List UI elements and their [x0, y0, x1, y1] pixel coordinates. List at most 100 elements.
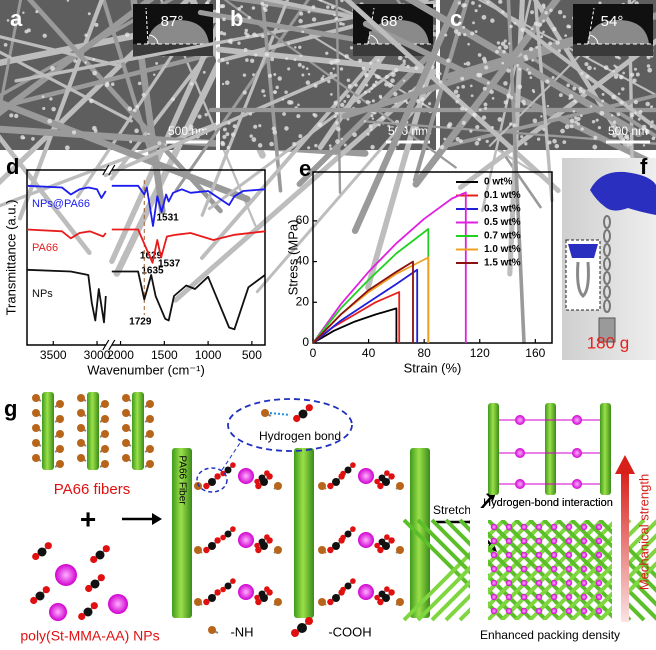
fiber — [545, 403, 556, 495]
oxygen — [97, 574, 105, 582]
carbon — [378, 538, 386, 546]
particle — [287, 42, 290, 45]
particle — [393, 91, 398, 97]
schematic-text: Hydrogen-bond interaction — [483, 497, 613, 509]
panel-label: a — [10, 6, 23, 31]
particle — [438, 80, 443, 84]
particle — [463, 32, 467, 37]
fiber — [343, 0, 561, 193]
fiber — [42, 392, 54, 470]
carbon — [344, 582, 352, 590]
particle — [307, 10, 311, 14]
nanoparticle — [565, 607, 573, 615]
particle — [420, 97, 425, 102]
peak-label: 1629 — [140, 251, 163, 262]
oxygen — [264, 470, 270, 476]
chain-link — [603, 229, 611, 243]
particle — [455, 136, 460, 142]
particle — [368, 124, 373, 129]
nanoparticle — [535, 537, 543, 545]
particle — [253, 124, 258, 129]
particle — [470, 31, 475, 36]
oxygen — [214, 589, 221, 596]
particle — [371, 117, 375, 120]
nanoparticle — [580, 565, 588, 573]
oxygen — [78, 612, 86, 621]
particle — [277, 76, 282, 81]
particle — [237, 6, 242, 11]
particle — [484, 65, 489, 70]
schematic-text: Stretch — [433, 503, 471, 517]
particle — [391, 72, 396, 77]
fiber — [506, 0, 526, 344]
particle — [71, 130, 77, 135]
oxygen — [255, 598, 262, 606]
particle — [632, 78, 637, 83]
x-tick-label: 3000 — [84, 348, 111, 362]
nanoparticle — [505, 551, 513, 559]
particle — [542, 30, 545, 34]
schematic-text: Enhanced packing density — [480, 628, 620, 642]
carbon — [332, 542, 340, 550]
carbon — [258, 538, 266, 546]
particle — [474, 30, 478, 33]
particle — [472, 112, 477, 117]
particle — [381, 115, 385, 120]
particle — [244, 28, 248, 33]
particle — [621, 87, 625, 91]
series-label: NPs — [32, 288, 53, 300]
particle — [242, 73, 247, 77]
carbon — [258, 474, 266, 482]
nh-atom — [77, 409, 85, 417]
nh-atom — [77, 394, 85, 402]
oxygen — [230, 578, 236, 584]
particle — [443, 137, 447, 141]
nh-atom — [77, 424, 85, 432]
x-tick-label: 500 — [242, 348, 262, 362]
fiber — [412, 0, 470, 183]
particle — [298, 18, 303, 24]
particle — [531, 89, 535, 93]
droplet — [147, 20, 209, 44]
particle — [124, 32, 130, 37]
fiber — [75, 0, 212, 199]
particle — [496, 41, 501, 45]
chain-link — [603, 299, 611, 313]
particle — [490, 125, 494, 129]
particle — [474, 9, 478, 13]
carbon — [208, 542, 216, 550]
oxygen — [340, 586, 346, 593]
oxygen — [388, 473, 395, 480]
particle — [507, 42, 511, 45]
gap — [216, 0, 220, 150]
plot-frame — [312, 171, 553, 344]
particle — [589, 105, 593, 108]
particle — [595, 118, 599, 122]
fiber — [174, 0, 310, 192]
oxygen — [220, 534, 226, 541]
particle — [104, 83, 109, 88]
particle — [92, 57, 96, 61]
particle — [3, 42, 8, 47]
particle — [320, 77, 325, 81]
oxygen — [291, 629, 299, 637]
nanoparticle — [565, 579, 573, 587]
particle — [340, 102, 345, 108]
particle — [566, 83, 570, 88]
axis-break — [102, 339, 110, 351]
particle — [264, 52, 270, 57]
schematic-text: -NH — [230, 624, 253, 639]
particle — [421, 102, 425, 106]
particle — [560, 128, 565, 134]
particle — [498, 0, 503, 4]
particle — [476, 72, 481, 78]
oxygen — [327, 482, 334, 490]
particle — [340, 137, 344, 141]
particle — [365, 100, 370, 104]
fiber — [482, 0, 656, 131]
series-label: PA66 — [32, 242, 58, 254]
particle — [617, 92, 621, 96]
particle — [617, 56, 621, 60]
nh-atom — [122, 409, 130, 417]
nh-atom — [194, 546, 202, 554]
